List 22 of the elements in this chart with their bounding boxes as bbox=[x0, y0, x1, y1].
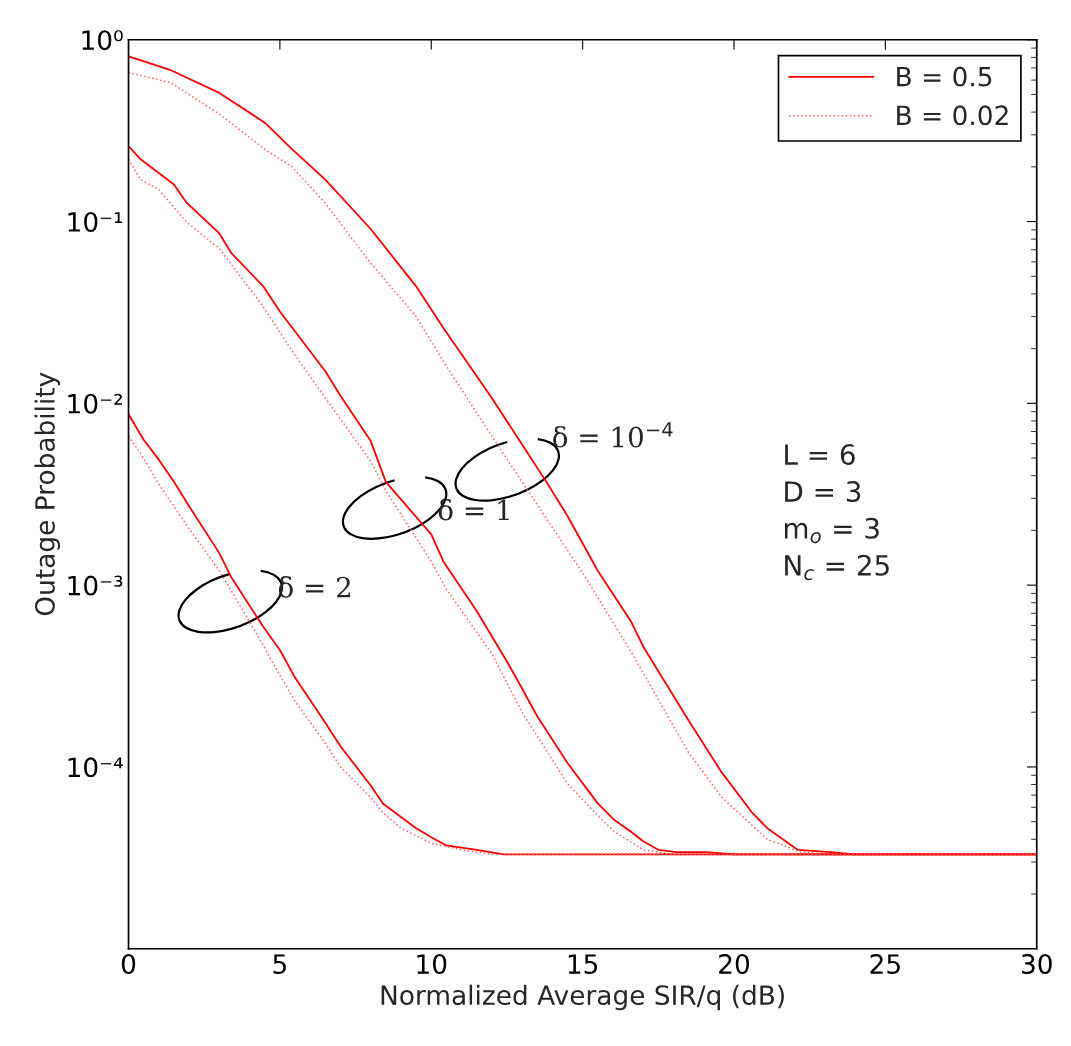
annotation: m$_{o}$ = 3 bbox=[784, 517, 879, 544]
x-tick-label: 20 bbox=[719, 954, 750, 975]
annotation: δ = 1 bbox=[438, 498, 509, 521]
legend-label: B = 0.5 bbox=[897, 66, 992, 87]
y-tick-label: 10⁻³ bbox=[68, 575, 123, 596]
x-tick-label: 15 bbox=[568, 954, 598, 975]
x-tick-label: 30 bbox=[1021, 954, 1052, 975]
x-tick-label: 5 bbox=[273, 954, 286, 975]
annotation: δ = 10$^{−4}$ bbox=[553, 422, 673, 448]
annotation: D = 3 bbox=[785, 481, 861, 503]
annotation: L = 6 bbox=[785, 444, 855, 466]
y-tick-label: 10⁰ bbox=[82, 30, 123, 51]
y-axis-title: Outage Probability bbox=[34, 372, 61, 616]
x-axis-title: Normalized Average SIR/q (dB) bbox=[381, 984, 784, 1011]
y-tick-label: 10⁻¹ bbox=[68, 211, 123, 232]
x-tick-label: 25 bbox=[870, 954, 900, 975]
legend-label: B = 0.02 bbox=[897, 105, 1008, 126]
annotation: N$_{c}$ = 25 bbox=[785, 554, 889, 581]
x-tick-label: 10 bbox=[417, 954, 447, 975]
y-tick-label: 10⁻⁴ bbox=[68, 757, 123, 778]
x-tick-label: 0 bbox=[121, 954, 136, 975]
y-tick-label: 10⁻² bbox=[68, 393, 122, 414]
